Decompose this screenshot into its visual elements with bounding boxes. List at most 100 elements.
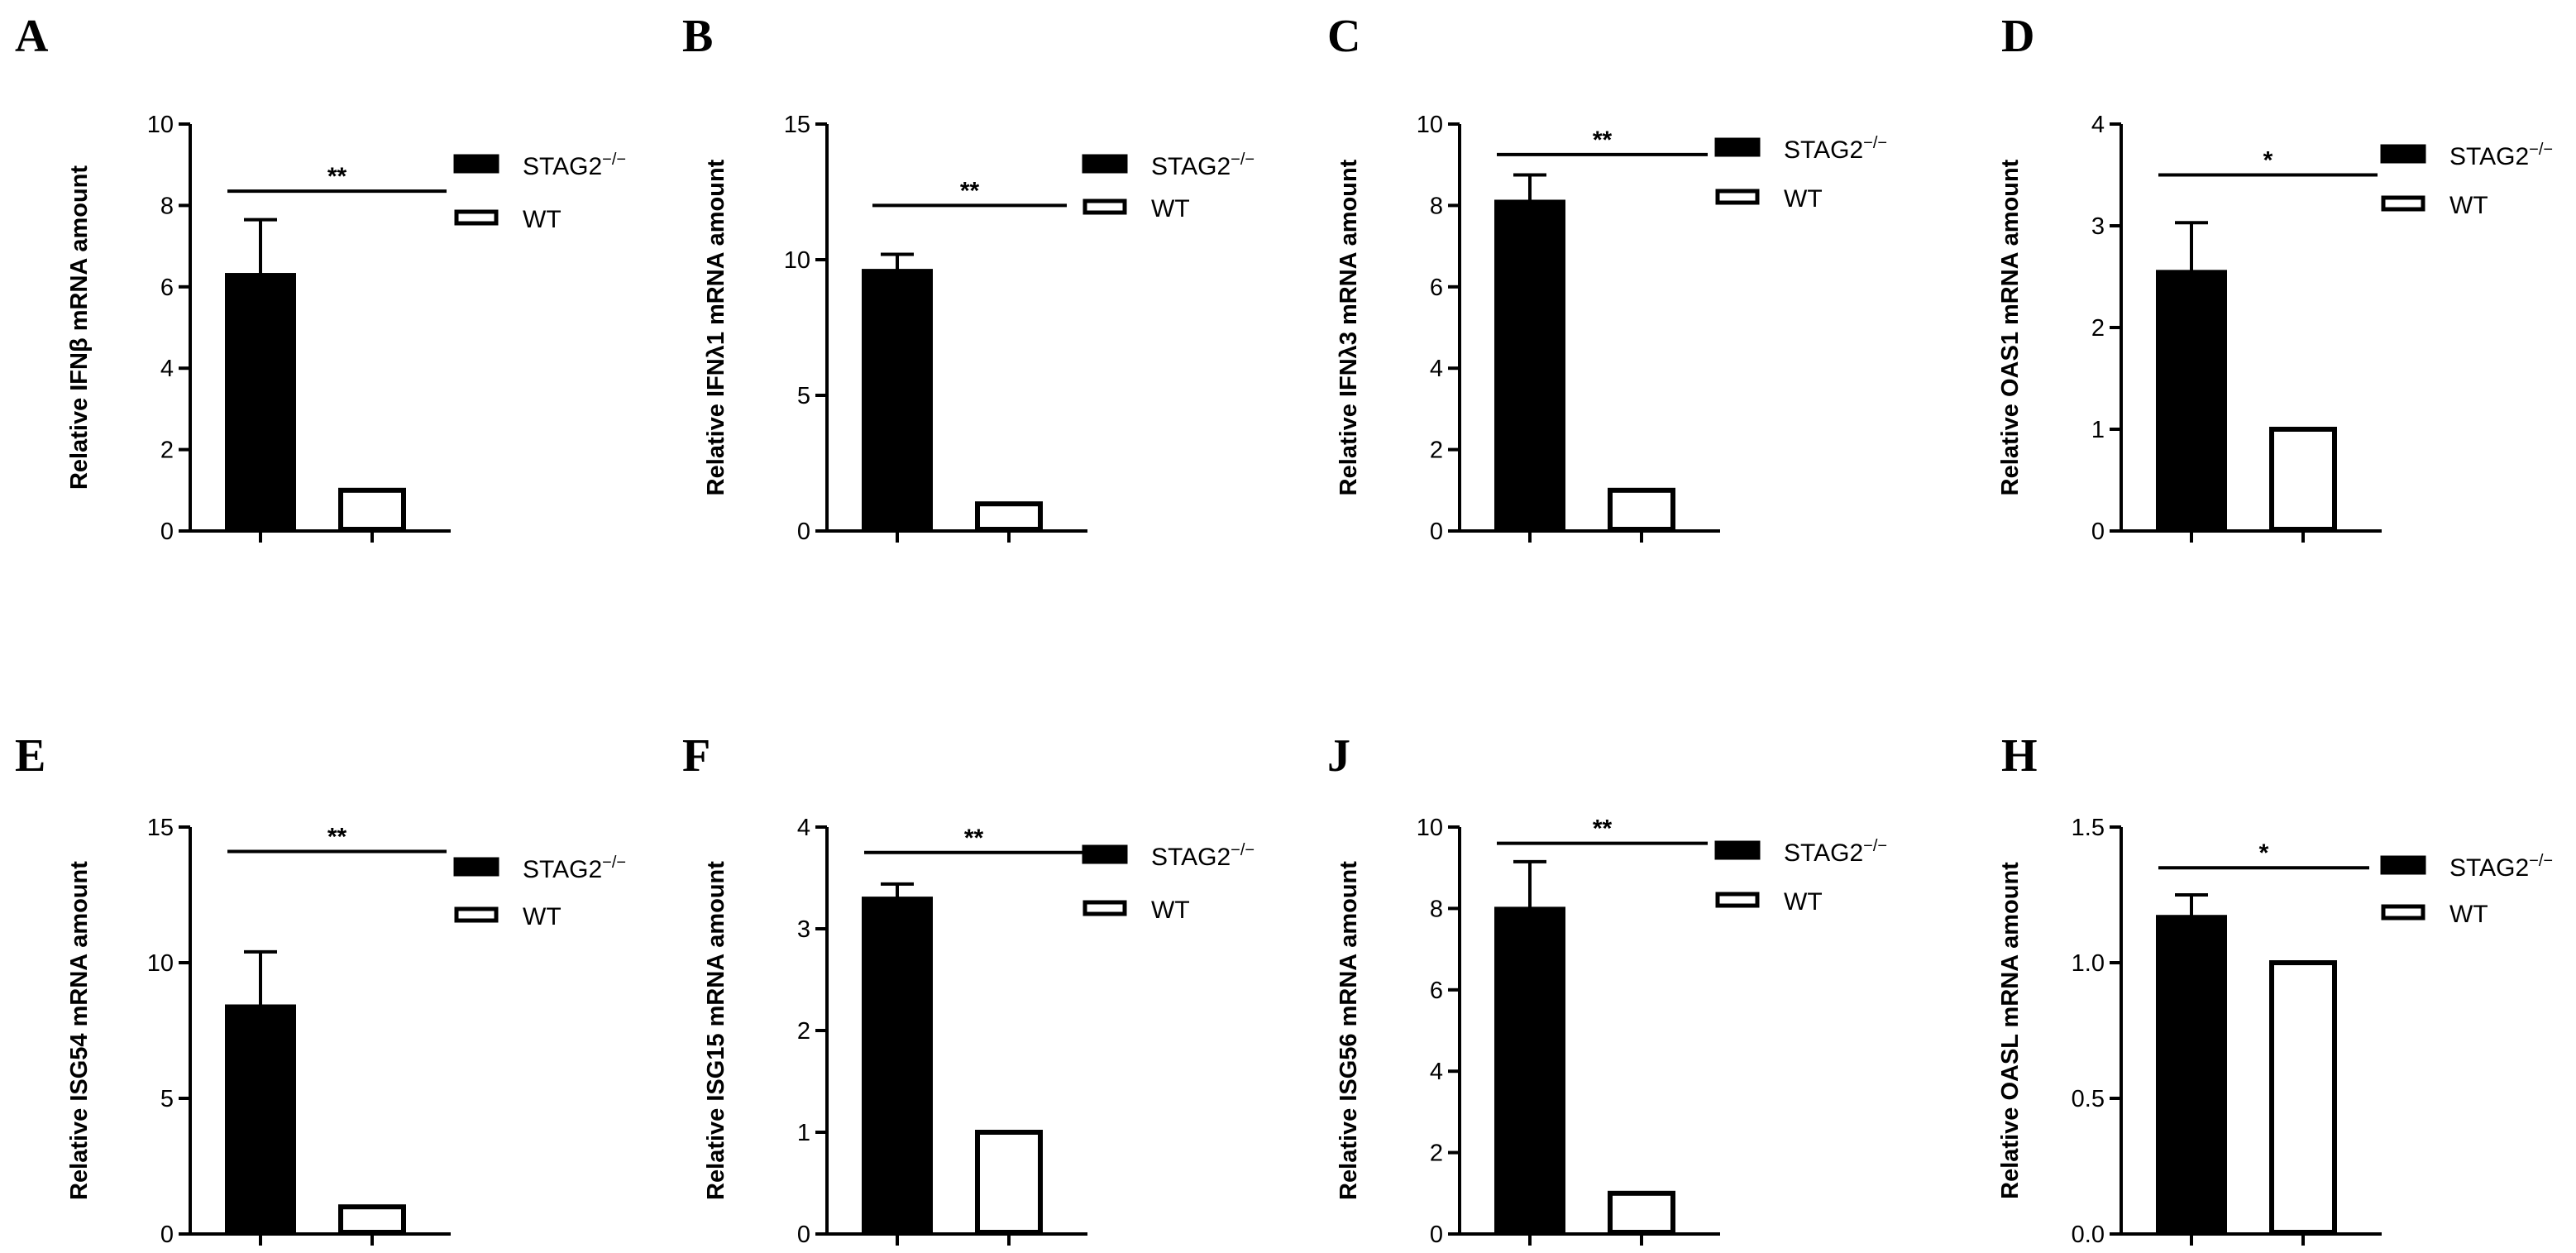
y-axis-label: Relative ISG54 mRNA amount [66,861,93,1200]
y-axis-label: Relative OAS1 mRNA amount [1997,159,2024,495]
legend-swatch-wt [1082,198,1127,215]
legend-swatch-stag2 [453,154,499,174]
y-tick-label: 1 [797,1120,810,1146]
y-axis-label: Relative IFNβ mRNA amount [66,165,93,490]
significance-label: ** [960,177,980,204]
legend-swatch-wt [1715,189,1760,205]
significance-label: ** [1593,815,1613,843]
legend-swatch-stag2 [2380,144,2426,164]
y-tick-label: 4 [797,815,810,841]
legend-label-stag2: STAG2−/− [1784,134,1887,164]
panel-letter: A [15,11,49,62]
y-tick-label: 6 [160,275,174,301]
y-tick-label: 8 [160,193,174,219]
y-tick-label: 0 [797,1222,810,1248]
legend-label-wt: WT [1784,185,1823,213]
bar-stag2-ko [1494,199,1565,533]
y-tick-label: 0 [160,1222,174,1248]
legend-swatch-wt [454,906,499,923]
y-tick-label: 0.5 [2072,1086,2105,1112]
y-tick-label: 8 [1430,193,1443,219]
legend-label-stag2: STAG2−/− [1151,841,1255,871]
y-axis-label: Relative IFNλ1 mRNA amount [703,159,729,495]
y-tick-label: 4 [160,356,174,382]
y-tick-label: 10 [1417,815,1443,841]
legend-label-wt: WT [2449,901,2488,928]
y-tick-label: 4 [1430,1059,1443,1085]
legend-label-stag2: STAG2−/− [2449,141,2553,170]
legend-label-stag2: STAG2−/− [2449,852,2553,882]
significance-label: * [2263,147,2273,175]
bar-wt [2269,960,2337,1235]
panel-j: J 0 2 4 6 8 10 Relative ISG56 mRNA amount ** STAG… [1327,730,1887,1248]
y-tick-label: 0 [1430,519,1443,545]
y-tick-label: 1.0 [2072,950,2105,977]
y-tick-label: 5 [160,1086,174,1112]
y-tick-label: 4 [2091,112,2105,138]
panel-letter: D [2001,11,2034,62]
legend-swatch-stag2 [1714,137,1761,157]
bar-stag2-ko [225,1004,296,1236]
bar-wt [975,1130,1043,1235]
y-tick-label: 1 [2091,417,2105,443]
y-tick-label: 8 [1430,896,1443,922]
legend-label-stag2: STAG2−/− [523,151,626,180]
legend-label-wt: WT [523,206,562,233]
y-tick-label: 6 [1430,275,1443,301]
bar-wt [2269,427,2337,532]
bar-stag2-ko [862,897,933,1236]
legend-label-stag2: STAG2−/− [1784,837,1887,867]
y-tick-label: 15 [784,112,810,138]
y-tick-label: 2 [1430,1141,1443,1167]
panel-c: C 0 2 4 6 8 10 Relative IFNλ3 mRNA amount ** STAG… [1327,11,1887,545]
y-tick-label: 0 [2091,519,2105,545]
legend-label-wt: WT [2449,192,2488,219]
bar-wt [1608,487,1675,532]
significance-label: ** [327,824,347,851]
y-tick-label: 3 [2091,213,2105,240]
panel-a: A 0 2 4 6 8 10 Relative IFNβ mRNA amount ** STAG2… [15,11,626,545]
bar-wt [338,487,406,532]
legend-label-stag2: STAG2−/− [523,854,626,883]
panel-h: H 0.0 0.5 1.0 1.5 Relative OASL mRNA amount * S… [1997,730,2553,1248]
y-tick-label: 4 [1430,356,1443,382]
bar-stag2-ko [225,273,296,533]
legend-swatch-stag2 [1714,840,1761,860]
significance-label: ** [327,163,347,190]
bar-wt [1608,1190,1675,1236]
panel-f: F 0 1 2 3 4 Relative ISG15 mRNA amount ** STAG2−… [682,730,1255,1248]
significance-label: * [2259,839,2269,867]
legend-swatch-wt [1715,892,1760,908]
y-axis-label: Relative IFNλ3 mRNA amount [1336,159,1362,495]
y-tick-label: 2 [160,438,174,464]
panel-letter: F [682,730,710,782]
y-tick-label: 3 [797,916,810,943]
y-tick-label: 0 [1430,1222,1443,1248]
y-tick-label: 10 [147,112,174,138]
bar-stag2-ko [862,269,933,533]
y-tick-label: 2 [1430,438,1443,464]
legend-label-wt: WT [523,903,562,930]
bar-stag2-ko [1494,906,1565,1236]
y-tick-label: 0.0 [2072,1222,2105,1248]
legend-label-wt: WT [1784,888,1823,916]
panel-letter: C [1327,11,1360,62]
panel-d: D 0 1 2 3 4 Relative OAS1 mRNA amount * STAG2−/−… [1997,11,2553,545]
bar-wt [975,501,1043,533]
bar-wt [338,1204,406,1235]
panel-letter: J [1327,730,1350,782]
y-axis-label: Relative ISG15 mRNA amount [703,861,729,1200]
y-tick-label: 10 [147,950,174,977]
significance-label: ** [964,825,984,852]
y-tick-label: 10 [784,247,810,274]
legend-label-wt: WT [1151,195,1190,222]
y-tick-label: 1.5 [2072,815,2105,841]
panel-letter: E [15,730,45,782]
bar-stag2-ko [2156,270,2227,533]
bar-stag2-ko [2156,915,2227,1236]
legend-swatch-wt [2381,904,2425,921]
legend-swatch-stag2 [453,857,499,877]
y-tick-label: 0 [797,519,810,545]
y-tick-label: 15 [147,815,174,841]
